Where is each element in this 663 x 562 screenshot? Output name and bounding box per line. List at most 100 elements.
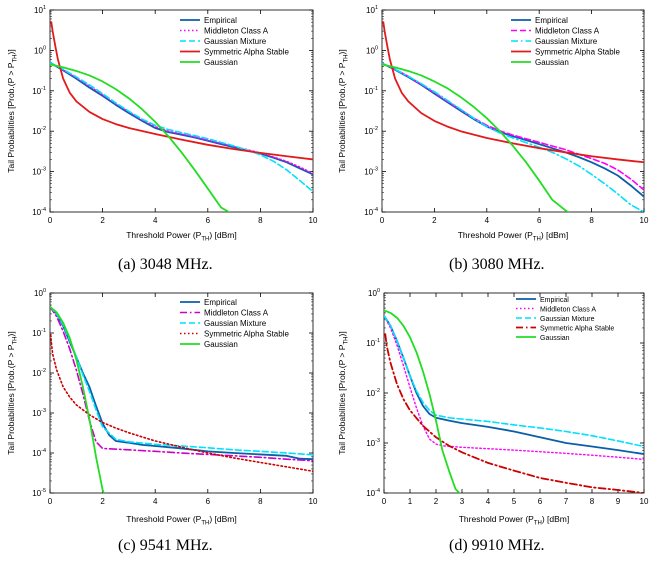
x-tick-label: 2 — [432, 216, 437, 225]
legend-label: Gaussian Mixture — [535, 37, 598, 46]
y-tick-label: 101 — [366, 5, 378, 15]
legend-label: Middleton Class A — [204, 26, 269, 35]
series-line-gaussian — [384, 309, 461, 493]
legend-label: Gaussian — [535, 58, 569, 67]
plot-frame — [49, 9, 314, 213]
x-tick-label: 10 — [640, 497, 649, 506]
y-tick-label: 100 — [34, 288, 46, 298]
x-tick-label: 10 — [309, 216, 318, 225]
series-line-gaussian — [382, 63, 569, 212]
x-tick-label: 4 — [153, 497, 158, 506]
x-tick-label: 3 — [460, 497, 465, 506]
series-line-symmetric-alpha-stable — [382, 21, 644, 164]
y-tick-label: 10-2 — [364, 126, 378, 136]
caption-b: (b) 3080 MHz. — [449, 256, 545, 273]
x-tick-label: 6 — [206, 216, 211, 225]
x-tick-label: 8 — [589, 216, 594, 225]
legend-label: Symmetric Alpha Stable — [204, 47, 289, 56]
y-axis-label: Tail Probabilities [Prob.(P > PTH)] — [337, 331, 350, 454]
y-tick-label: 10-2 — [32, 126, 46, 136]
plot-frame — [49, 292, 314, 494]
x-tick-label: 9 — [616, 497, 621, 506]
x-tick-label: 2 — [434, 497, 439, 506]
series-line-gaussian — [50, 305, 105, 493]
legend-label: Gaussian — [540, 335, 570, 342]
x-tick-label: 4 — [153, 216, 158, 225]
series-line-empirical — [384, 314, 644, 455]
y-tick-label: 100 — [368, 288, 380, 298]
x-tick-label: 4 — [485, 216, 490, 225]
series-line-gaussian-mixture — [384, 314, 644, 448]
chart-panel-d: 10-4 10-3 10-2 10-1 100 0 1 2 3 4 5 6 7 8 9 10 Threshold… — [331, 285, 663, 562]
x-tick-label: 7 — [564, 497, 569, 506]
chart-panel-a: 10-4 10-3 10-2 10-1 100 101 0 2 4 6 8 10 Threshold P… — [0, 0, 331, 285]
x-axis-label: Threshold Power (PTH) [dBm] — [126, 514, 237, 527]
y-axis-label: Tail Probabilities [Prob.(P > PTH)] — [6, 49, 19, 172]
y-tick-label: 100 — [34, 45, 46, 55]
series-line-symmetric-alpha-stable — [384, 333, 644, 493]
y-tick-label: 10-3 — [32, 408, 46, 418]
y-tick-label: 10-2 — [32, 368, 46, 378]
legend-label: Middleton Class A — [535, 26, 600, 35]
x-tick-label: 6 — [537, 216, 542, 225]
legend-label: Symmetric Alpha Stable — [204, 329, 289, 338]
caption-d: (d) 9910 MHz. — [449, 537, 545, 554]
caption-c: (c) 9541 MHz. — [118, 537, 213, 554]
x-tick-label: 0 — [48, 497, 53, 506]
series-line-gaussian-mixture — [50, 306, 313, 456]
series-line-gaussian-mixture — [382, 62, 644, 212]
x-tick-label: 10 — [640, 216, 649, 225]
chart-panel-b: 10-4 10-3 10-2 10-1 100 101 0 2 4 6 8 10 Threshold P… — [331, 0, 663, 285]
x-axis-label: Threshold Power (PTH) [dBm] — [458, 230, 569, 243]
chart-a-svg: 10-4 10-3 10-2 10-1 100 101 0 2 4 6 8 10 Threshold P… — [6, 5, 318, 243]
y-tick-label: 10-4 — [364, 207, 378, 217]
x-tick-label: 0 — [382, 497, 387, 506]
x-tick-label: 0 — [380, 216, 385, 225]
series-line-gaussian — [50, 63, 230, 212]
series-line-middleton-class-a — [50, 306, 313, 462]
y-tick-label: 10-4 — [366, 488, 380, 498]
y-tick-label: 10-3 — [364, 167, 378, 177]
y-tick-label: 10-1 — [366, 338, 380, 348]
legend-label: Gaussian Mixture — [204, 37, 267, 46]
legend-label: Middleton Class A — [204, 308, 269, 317]
x-tick-label: 8 — [258, 216, 263, 225]
y-tick-label: 10-3 — [366, 438, 380, 448]
legend-label: Empirical — [535, 16, 568, 25]
chart-panel-c: 10-5 10-4 10-3 10-2 10-1 100 0 2 4 6 8 10 Threshold … — [0, 285, 331, 562]
legend-label: Empirical — [204, 16, 237, 25]
legend-label: Empirical — [540, 297, 569, 304]
series-line-middleton-class-a — [50, 61, 313, 175]
x-tick-label: 6 — [538, 497, 543, 506]
y-tick-label: 10-5 — [32, 488, 46, 498]
y-tick-label: 101 — [34, 5, 46, 15]
x-tick-label: 1 — [408, 497, 413, 506]
legend-label: Empirical — [204, 298, 237, 307]
chart-b-svg: 10-4 10-3 10-2 10-1 100 101 0 2 4 6 8 10 Threshold P… — [337, 5, 649, 243]
series-line-symmetric-alpha-stable — [50, 21, 313, 161]
x-tick-label: 2 — [100, 216, 105, 225]
legend-label: Middleton Class A — [540, 306, 596, 313]
x-tick-label: 2 — [100, 497, 105, 506]
series-line-gaussian-mixture — [50, 61, 313, 193]
y-tick-label: 10-2 — [366, 388, 380, 398]
y-tick-label: 10-4 — [32, 448, 46, 458]
legend-label: Gaussian — [204, 340, 238, 349]
chart-c-svg: 10-5 10-4 10-3 10-2 10-1 100 0 2 4 6 8 10 Threshold … — [6, 288, 318, 527]
legend-label: Gaussian Mixture — [540, 316, 595, 323]
x-tick-label: 0 — [48, 216, 53, 225]
legend-label: Gaussian — [204, 58, 238, 67]
series-line-symmetric-alpha-stable — [50, 334, 313, 473]
x-tick-label: 6 — [206, 497, 211, 506]
y-tick-label: 10-4 — [32, 207, 46, 217]
x-tick-label: 10 — [309, 497, 318, 506]
x-tick-label: 5 — [512, 497, 517, 506]
legend-label: Symmetric Alpha Stable — [540, 325, 614, 332]
y-axis-label: Tail Probabilities [Prob.(P > PTH)] — [337, 49, 350, 172]
legend-label: Gaussian Mixture — [204, 319, 267, 328]
y-tick-label: 10-3 — [32, 167, 46, 177]
plot-frame — [383, 292, 645, 494]
legend-label: Symmetric Alpha Stable — [535, 47, 620, 56]
y-axis-label: Tail Probabilities [Prob.(P > PTH)] — [6, 331, 19, 454]
plot-frame — [381, 9, 645, 213]
